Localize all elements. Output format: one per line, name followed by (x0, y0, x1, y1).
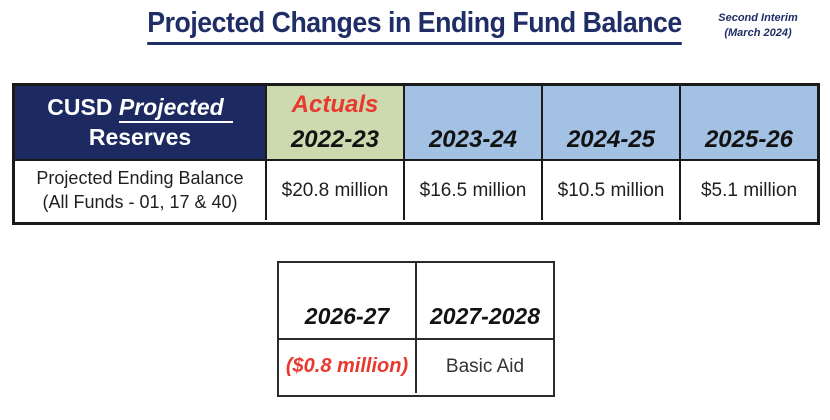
balance-value-2023-24: $16.5 million (405, 161, 543, 220)
reserves-title-line2: Reserves (88, 124, 192, 150)
ending-balance-label-cell: Projected Ending Balance (All Funds - 01… (15, 161, 267, 220)
header-cell-2023-24: 2023-24 (405, 86, 543, 159)
year-label-2023-24: 2023-24 (428, 126, 518, 153)
year-label-2025-26: 2025-26 (704, 126, 794, 153)
balance-value-2027-2028: Basic Aid (445, 355, 525, 377)
reserves-table-header-row: CUSD Projected Reserves Actuals 2022-23 … (15, 86, 817, 161)
page-title-text: Projected Changes in Ending Fund Balance (147, 7, 683, 45)
reserves-title-projected: Projected (118, 94, 233, 123)
future-years-value-row: ($0.8 million) Basic Aid (279, 340, 553, 393)
year-label-2026-27: 2026-27 (279, 263, 417, 338)
ending-balance-row: Projected Ending Balance (All Funds - 01… (15, 161, 817, 220)
stamp-line2: (March 2024) (724, 26, 792, 39)
balance-value-2024-25: $10.5 million (543, 161, 681, 220)
header-cell-2025-26: 2025-26 (681, 86, 817, 159)
ending-balance-label-line1: Projected Ending Balance (36, 168, 244, 189)
balance-value-2026-27: ($0.8 million) (279, 340, 417, 393)
interim-stamp: Second Interim (March 2024) (702, 11, 814, 41)
future-years-table: 2026-27 2027-2028 ($0.8 million) Basic A… (277, 261, 555, 397)
reserves-title-prefix: CUSD (47, 94, 119, 120)
balance-value-2022-23: $20.8 million (267, 161, 405, 220)
year-label-2027-2028: 2027-2028 (430, 303, 540, 329)
reserves-table: CUSD Projected Reserves Actuals 2022-23 … (12, 83, 820, 225)
ending-balance-label-line2: (All Funds - 01, 17 & 40) (42, 191, 238, 212)
stamp-line1: Second Interim (718, 12, 798, 24)
header-cell-2024-25: 2024-25 (543, 86, 681, 159)
year-label-2024-25: 2024-25 (566, 126, 656, 153)
balance-value-2025-26: $5.1 million (681, 161, 817, 220)
header-cell-actuals-2022-23: Actuals 2022-23 (267, 86, 405, 159)
page-title: Projected Changes in Ending Fund Balance (0, 7, 830, 45)
future-years-header-row: 2026-27 2027-2028 (279, 263, 553, 340)
actuals-label: Actuals (291, 91, 379, 118)
year-label-2022-23: 2022-23 (290, 126, 380, 153)
reserves-title-cell: CUSD Projected Reserves (15, 86, 267, 159)
reserves-title-line1: CUSD Projected (47, 94, 233, 123)
